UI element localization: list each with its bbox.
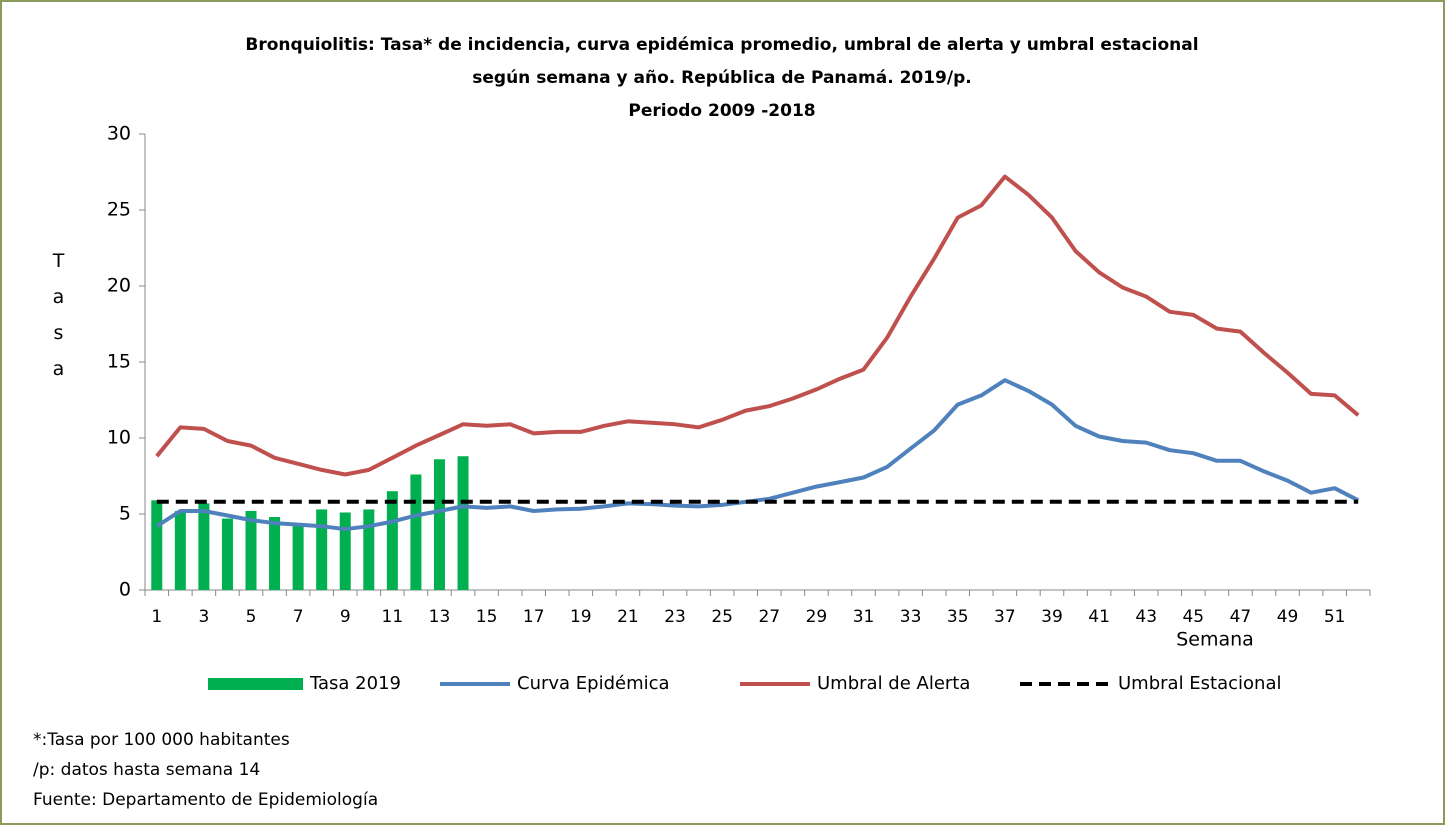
x-tick-label: 31 (853, 607, 875, 627)
x-tick-label: 7 (293, 607, 304, 627)
bar (457, 456, 469, 590)
x-tick-label: 3 (198, 607, 209, 627)
chart-title: Bronquiolitis: Tasa* de incidencia, curv… (245, 35, 1198, 55)
x-tick-label: 15 (476, 607, 498, 627)
note: *:Tasa por 100 000 habitantes (33, 730, 290, 750)
x-tick-label: 1 (151, 607, 162, 627)
bar (221, 518, 233, 590)
bar (174, 510, 186, 590)
legend-label: Umbral Estacional (1118, 673, 1281, 694)
y-tick-label: 30 (107, 123, 131, 145)
line (155, 174, 1360, 477)
x-tick-label: 5 (246, 607, 257, 627)
x-tick-label: 41 (1088, 607, 1110, 627)
x-tick-label: 33 (900, 607, 922, 627)
bar (363, 509, 375, 590)
y-tick-label: 25 (107, 199, 131, 221)
y-tick-label: 0 (119, 579, 131, 601)
bar (198, 503, 210, 590)
y-axis-label: Tasa (48, 250, 70, 394)
note: Fuente: Departamento de Epidemiología (33, 790, 378, 810)
bar (433, 459, 445, 590)
x-tick-label: 45 (1182, 607, 1204, 627)
x-tick-label: 35 (947, 607, 969, 627)
bar (269, 517, 281, 590)
legend-label: Umbral de Alerta (817, 673, 970, 694)
x-tick-label: 11 (382, 607, 404, 627)
x-tick-label: 13 (429, 607, 451, 627)
x-tick-label: 43 (1135, 607, 1157, 627)
bar (386, 491, 398, 590)
legend-swatch (208, 678, 303, 690)
bar (316, 509, 328, 590)
x-tick-label: 47 (1230, 607, 1252, 627)
legend-label: Tasa 2019 (309, 673, 401, 694)
chart-title: según semana y año. República de Panamá.… (472, 68, 971, 88)
bar (292, 526, 304, 590)
bar (151, 500, 163, 590)
bar (245, 510, 257, 590)
x-tick-label: 39 (1041, 607, 1063, 627)
y-tick-label: 5 (119, 503, 131, 525)
x-tick-label: 37 (994, 607, 1016, 627)
x-tick-label: 17 (523, 607, 545, 627)
x-tick-label: 25 (711, 607, 733, 627)
bar (410, 474, 422, 590)
x-tick-label: 9 (340, 607, 351, 627)
chart-title: Periodo 2009 -2018 (628, 101, 815, 121)
x-tick-label: 51 (1324, 607, 1346, 627)
bar (339, 512, 351, 590)
x-tick-label: 29 (806, 607, 828, 627)
x-tick-label: 19 (570, 607, 592, 627)
x-tick-label: 49 (1277, 607, 1299, 627)
x-axis-label: Semana (1176, 629, 1254, 651)
x-tick-label: 21 (617, 607, 639, 627)
note: /p: datos hasta semana 14 (33, 760, 260, 780)
y-tick-label: 10 (107, 427, 131, 449)
y-tick-label: 20 (107, 275, 131, 297)
x-tick-label: 27 (758, 607, 780, 627)
legend-label: Curva Epidémica (517, 673, 670, 694)
x-tick-label: 23 (664, 607, 686, 627)
y-tick-label: 15 (107, 351, 131, 373)
